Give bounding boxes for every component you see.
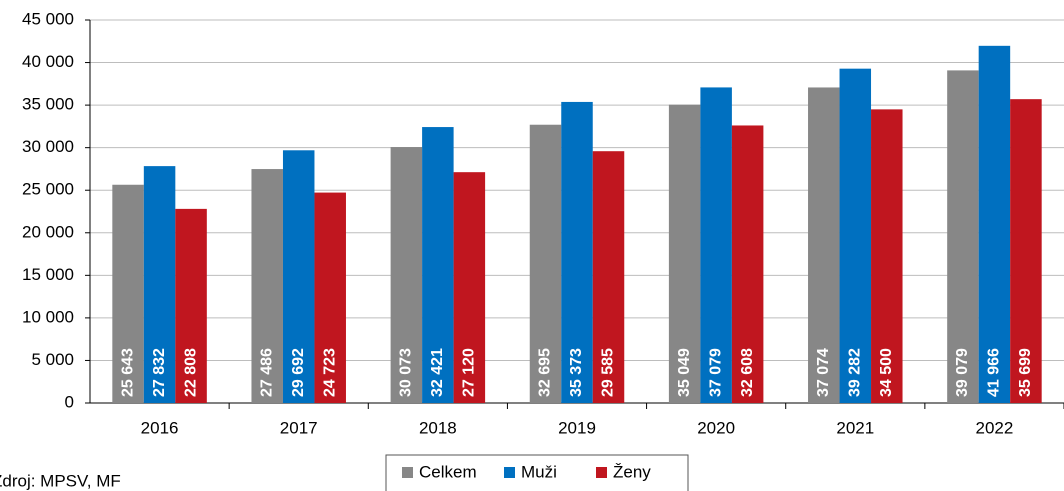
x-tick-label: 2018 bbox=[419, 418, 457, 437]
value-label: 34 500 bbox=[878, 348, 895, 397]
bar bbox=[700, 87, 732, 404]
value-label: 39 282 bbox=[847, 348, 864, 397]
value-label: 35 373 bbox=[568, 348, 585, 397]
legend-label: Celkem bbox=[419, 462, 477, 481]
value-label: 27 486 bbox=[258, 348, 275, 397]
legend-swatch bbox=[402, 467, 413, 478]
value-label: 37 074 bbox=[815, 348, 832, 397]
y-tick-label: 25 000 bbox=[22, 180, 74, 199]
bar bbox=[422, 127, 454, 403]
value-label: 27 120 bbox=[461, 348, 478, 397]
value-label: 27 832 bbox=[151, 348, 168, 397]
y-tick-label: 0 bbox=[65, 392, 74, 411]
bar bbox=[947, 70, 979, 403]
x-tick-label: 2020 bbox=[697, 418, 735, 437]
bar bbox=[1010, 99, 1042, 404]
bar bbox=[453, 172, 486, 403]
value-label: 25 643 bbox=[119, 348, 136, 397]
legend-swatch bbox=[596, 467, 607, 478]
x-tick-label: 2017 bbox=[280, 418, 318, 437]
value-label: 29 692 bbox=[290, 348, 307, 397]
bar bbox=[592, 151, 625, 403]
value-label: 35 699 bbox=[1017, 348, 1034, 397]
x-tick-label: 2019 bbox=[558, 418, 596, 437]
value-label: 32 695 bbox=[537, 348, 554, 397]
bar bbox=[978, 45, 1011, 403]
bar bbox=[731, 125, 764, 403]
legend-label: Ženy bbox=[613, 462, 651, 481]
y-tick-label: 45 000 bbox=[22, 9, 74, 28]
y-tick-label: 10 000 bbox=[22, 307, 74, 326]
x-tick-label: 2022 bbox=[976, 418, 1014, 437]
bar bbox=[282, 150, 315, 403]
bar bbox=[251, 169, 283, 403]
legend-box bbox=[385, 454, 689, 491]
legend-swatch bbox=[504, 467, 515, 478]
value-label: 29 585 bbox=[600, 348, 617, 397]
bar bbox=[112, 184, 144, 403]
bar bbox=[668, 104, 701, 404]
bar bbox=[808, 87, 840, 403]
bar bbox=[529, 124, 562, 404]
value-label: 32 421 bbox=[429, 348, 446, 397]
source-note: Zdroj: MPSV, MF bbox=[0, 471, 121, 490]
y-tick-label: 20 000 bbox=[22, 222, 74, 241]
y-tick-label: 30 000 bbox=[22, 137, 74, 156]
y-tick-label: 40 000 bbox=[22, 52, 74, 71]
value-label: 37 079 bbox=[707, 348, 724, 397]
value-label: 30 073 bbox=[398, 348, 415, 397]
value-label: 24 723 bbox=[321, 348, 338, 397]
value-label: 32 608 bbox=[739, 348, 756, 397]
y-tick-label: 15 000 bbox=[22, 265, 74, 284]
bar bbox=[390, 147, 423, 403]
value-label: 22 808 bbox=[182, 348, 199, 397]
bar bbox=[871, 109, 903, 403]
legend-label: Muži bbox=[521, 462, 557, 481]
bar bbox=[839, 68, 872, 403]
value-label: 39 079 bbox=[954, 348, 971, 397]
bar bbox=[561, 101, 593, 404]
bar bbox=[314, 192, 346, 403]
x-tick-label: 2021 bbox=[836, 418, 874, 437]
value-label: 35 049 bbox=[676, 348, 693, 397]
value-label: 41 966 bbox=[986, 348, 1003, 397]
bar bbox=[143, 166, 176, 403]
y-tick-label: 35 000 bbox=[22, 95, 74, 114]
x-tick-label: 2016 bbox=[141, 418, 179, 437]
y-tick-label: 5 000 bbox=[31, 350, 74, 369]
bar bbox=[175, 208, 207, 403]
